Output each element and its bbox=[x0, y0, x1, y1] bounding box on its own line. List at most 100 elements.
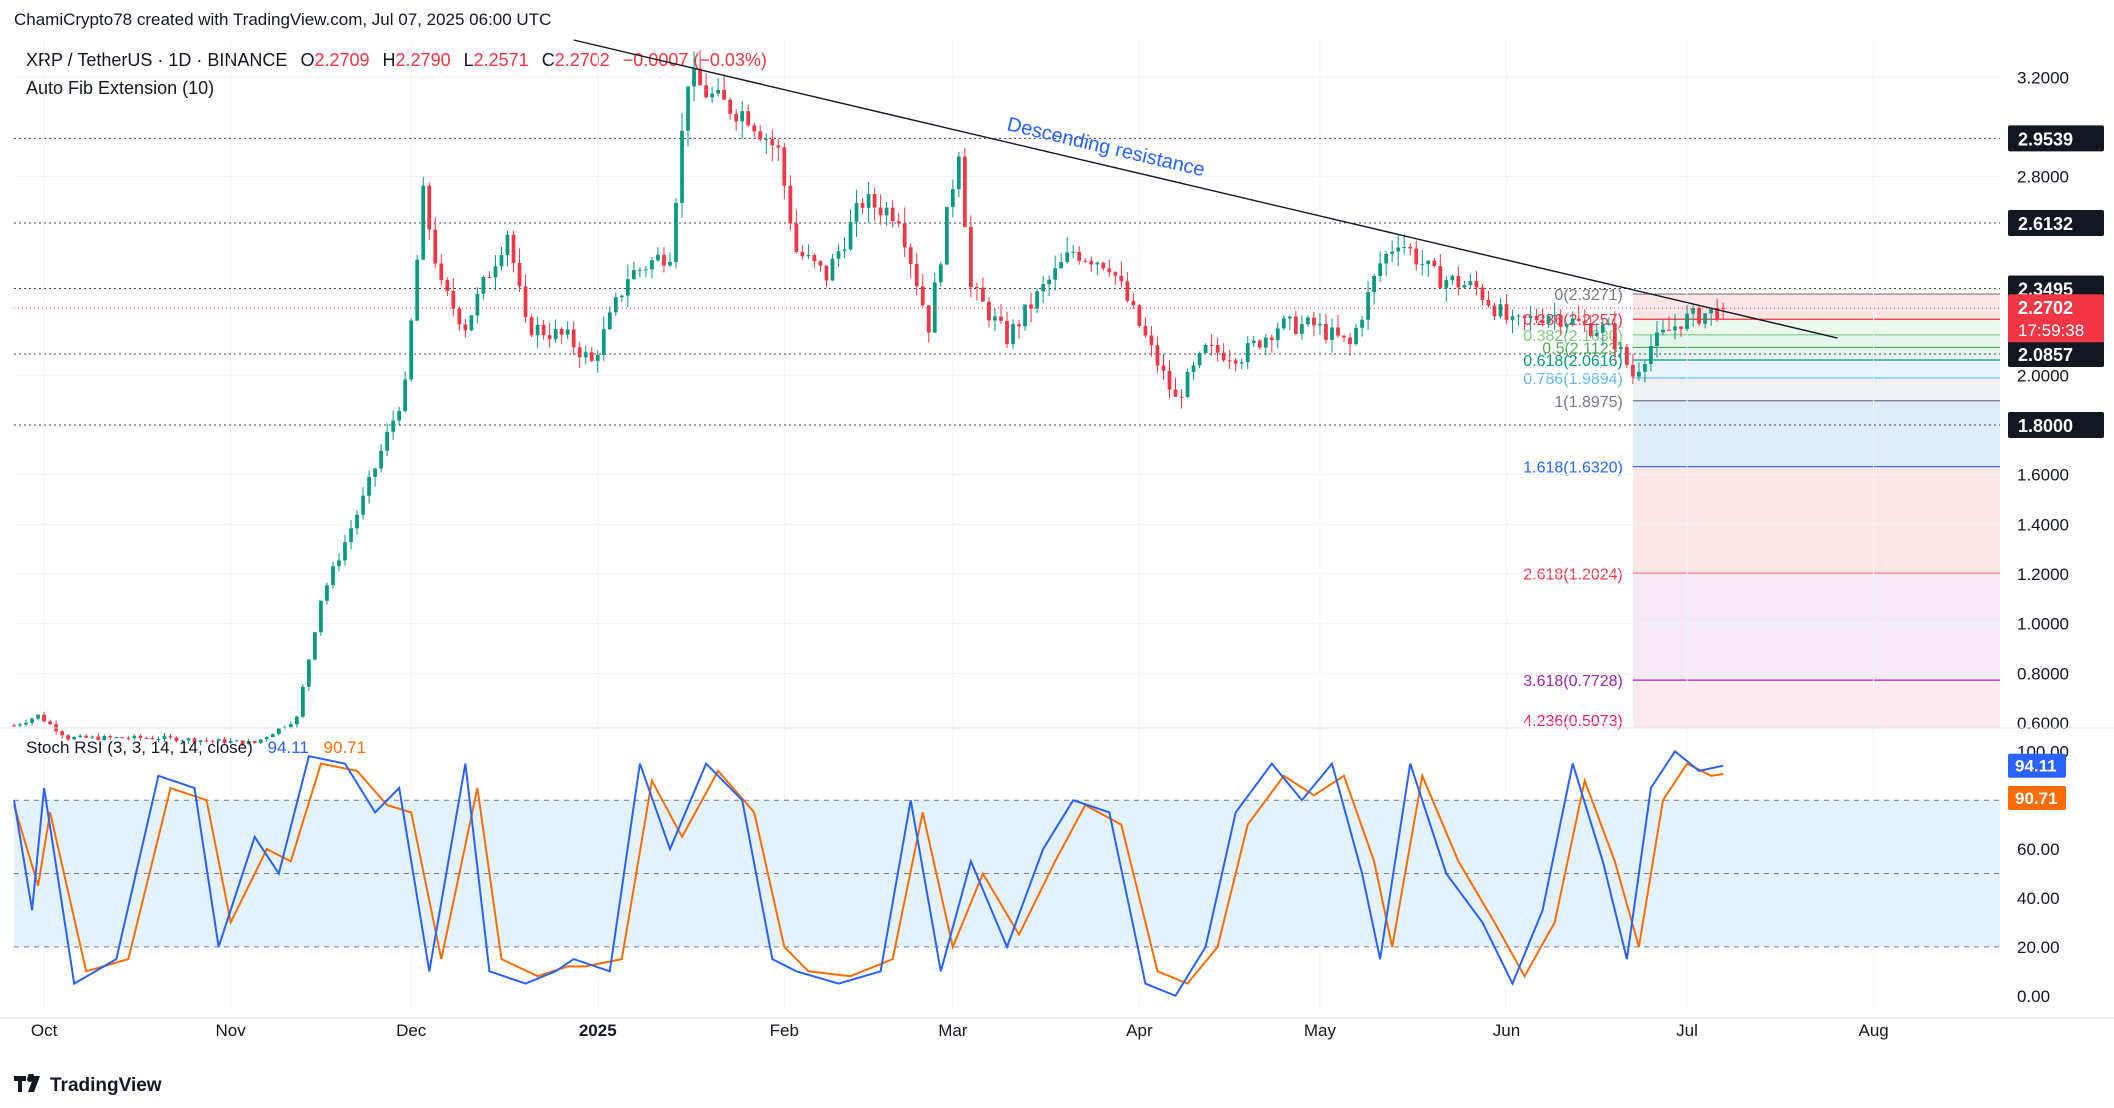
candle[interactable] bbox=[1462, 280, 1467, 289]
candle[interactable] bbox=[1191, 361, 1196, 381]
candle[interactable] bbox=[1667, 316, 1671, 331]
candle[interactable] bbox=[529, 314, 534, 338]
candle[interactable] bbox=[349, 520, 353, 550]
candle[interactable] bbox=[457, 306, 462, 332]
candle[interactable] bbox=[999, 304, 1003, 325]
candle[interactable] bbox=[337, 553, 341, 572]
candle[interactable] bbox=[1257, 339, 1262, 350]
candle[interactable] bbox=[36, 714, 40, 721]
candle[interactable] bbox=[1053, 255, 1058, 291]
candle[interactable] bbox=[662, 247, 666, 273]
candle[interactable] bbox=[1269, 334, 1274, 353]
candle[interactable] bbox=[776, 138, 781, 161]
candle[interactable] bbox=[752, 122, 757, 138]
candle[interactable] bbox=[252, 740, 257, 744]
candle[interactable] bbox=[48, 719, 52, 725]
candle[interactable] bbox=[66, 733, 71, 742]
candle[interactable] bbox=[385, 423, 389, 457]
candle[interactable] bbox=[668, 252, 672, 267]
candle[interactable] bbox=[619, 294, 624, 303]
candle[interactable] bbox=[607, 306, 612, 331]
candle[interactable] bbox=[1426, 260, 1431, 277]
candle[interactable] bbox=[1414, 240, 1419, 271]
candle[interactable] bbox=[758, 125, 763, 142]
candle[interactable] bbox=[632, 261, 636, 280]
candle[interactable] bbox=[625, 264, 630, 308]
candle[interactable] bbox=[854, 189, 859, 237]
candle[interactable] bbox=[1354, 323, 1358, 347]
candle[interactable] bbox=[1432, 257, 1437, 268]
candle[interactable] bbox=[1071, 244, 1076, 259]
candle[interactable] bbox=[644, 265, 648, 278]
candle[interactable] bbox=[842, 237, 847, 258]
candle[interactable] bbox=[1149, 325, 1154, 357]
stoch-rsi-label[interactable]: Stoch RSI (3, 3, 14, 14, close) bbox=[26, 738, 253, 757]
candle[interactable] bbox=[1336, 314, 1340, 339]
candle[interactable] bbox=[1005, 311, 1009, 349]
candle[interactable] bbox=[547, 322, 552, 348]
candle[interactable] bbox=[1221, 343, 1226, 363]
candle[interactable] bbox=[963, 147, 967, 228]
current-price-tag[interactable]: 2.2702 17:59:38 bbox=[2008, 294, 2104, 343]
candle[interactable] bbox=[439, 254, 444, 286]
candle[interactable] bbox=[1059, 252, 1064, 269]
candle[interactable] bbox=[156, 736, 161, 743]
candle[interactable] bbox=[1450, 274, 1455, 285]
candle[interactable] bbox=[427, 182, 432, 241]
candle[interactable] bbox=[355, 510, 359, 535]
candle[interactable] bbox=[1402, 234, 1407, 255]
candle[interactable] bbox=[162, 732, 167, 742]
candle[interactable] bbox=[1035, 288, 1039, 314]
candle[interactable] bbox=[1119, 261, 1124, 288]
candle[interactable] bbox=[890, 200, 895, 228]
candle[interactable] bbox=[595, 350, 600, 373]
candle[interactable] bbox=[1065, 237, 1070, 264]
candle[interactable] bbox=[1510, 309, 1515, 334]
candle[interactable] bbox=[1456, 266, 1461, 296]
candle[interactable] bbox=[258, 739, 263, 745]
candle[interactable] bbox=[1306, 315, 1310, 327]
candle[interactable] bbox=[722, 76, 727, 100]
candle[interactable] bbox=[1318, 313, 1322, 335]
candle[interactable] bbox=[716, 78, 720, 97]
candle[interactable] bbox=[1017, 319, 1021, 339]
candle[interactable] bbox=[1239, 358, 1244, 370]
candle[interactable] bbox=[884, 201, 889, 226]
candle[interactable] bbox=[734, 109, 739, 131]
candle[interactable] bbox=[680, 113, 684, 218]
candle[interactable] bbox=[1552, 302, 1557, 330]
candle[interactable] bbox=[1673, 313, 1677, 340]
candle[interactable] bbox=[1564, 322, 1569, 334]
candle[interactable] bbox=[24, 719, 28, 727]
candle[interactable] bbox=[686, 86, 690, 147]
candle[interactable] bbox=[264, 736, 269, 743]
candle[interactable] bbox=[174, 736, 179, 743]
candle[interactable] bbox=[1131, 293, 1136, 309]
candle[interactable] bbox=[938, 261, 943, 287]
candle[interactable] bbox=[764, 133, 769, 155]
candle[interactable] bbox=[1606, 317, 1611, 326]
candle[interactable] bbox=[1498, 297, 1503, 319]
candle[interactable] bbox=[415, 254, 420, 321]
candle[interactable] bbox=[674, 197, 678, 269]
candle[interactable] bbox=[1570, 311, 1575, 327]
candle[interactable] bbox=[138, 734, 143, 741]
candle[interactable] bbox=[102, 734, 107, 741]
candle[interactable] bbox=[583, 345, 588, 365]
candle[interactable] bbox=[950, 179, 955, 218]
candle[interactable] bbox=[270, 733, 275, 738]
candle[interactable] bbox=[499, 246, 504, 271]
candle[interactable] bbox=[367, 470, 371, 504]
candle[interactable] bbox=[210, 740, 215, 744]
candle[interactable] bbox=[222, 736, 227, 746]
candle[interactable] bbox=[969, 215, 973, 298]
stoch-d-tag[interactable]: 90.71 bbox=[2008, 786, 2066, 811]
candle[interactable] bbox=[1691, 304, 1695, 327]
candle[interactable] bbox=[1588, 314, 1593, 338]
candle[interactable] bbox=[1360, 315, 1364, 337]
candle[interactable] bbox=[993, 308, 997, 332]
tradingview-logo[interactable]: TradingView bbox=[14, 1073, 162, 1098]
candle[interactable] bbox=[1287, 315, 1292, 330]
candle[interactable] bbox=[409, 318, 414, 382]
candle[interactable] bbox=[180, 739, 185, 744]
